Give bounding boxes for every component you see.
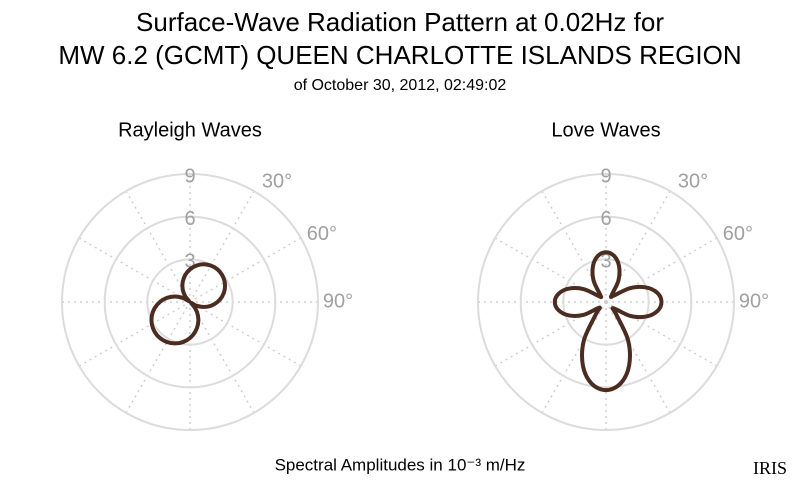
theta-tick-label: 30° [678, 171, 708, 193]
grid-ring [146, 258, 234, 346]
spoke [189, 301, 302, 367]
spoke [541, 301, 607, 414]
grid-ring [477, 173, 735, 431]
r-tick-label: 9 [184, 165, 195, 187]
logo: IRIS [753, 458, 787, 478]
theta-tick-label: 90° [323, 290, 353, 312]
spoke [189, 237, 302, 303]
theta-tick-label: 30° [262, 171, 292, 193]
grid-ring [103, 215, 277, 389]
chart-title: Love Waves [551, 119, 660, 141]
r-tick-label: 3 [600, 251, 611, 273]
subtitle: of October 30, 2012, 02:49:02 [294, 77, 507, 94]
grid-ring [562, 258, 650, 346]
spoke [78, 237, 191, 303]
spoke [125, 301, 191, 414]
title-line: MW 6.2 (GCMT) QUEEN CHARLOTTE ISLANDS RE… [58, 40, 741, 70]
grid-ring [61, 173, 319, 431]
footer: Spectral Amplitudes in 10⁻³ m/Hz [275, 455, 526, 474]
theta-tick-label: 60° [307, 223, 337, 245]
r-tick-label: 6 [600, 208, 611, 230]
title-line: Surface-Wave Radiation Pattern at 0.02Hz… [136, 7, 664, 37]
chart-title: Rayleigh Waves [118, 119, 262, 141]
pattern-line [149, 262, 228, 346]
theta-tick-label: 60° [723, 223, 753, 245]
spoke [189, 190, 255, 303]
r-tick-label: 9 [600, 165, 611, 187]
r-tick-label: 3 [184, 251, 195, 273]
r-tick-label: 6 [184, 208, 195, 230]
grid-ring [519, 215, 693, 389]
spoke [78, 301, 191, 367]
pattern-line [552, 250, 664, 393]
theta-tick-label: 90° [739, 290, 769, 312]
